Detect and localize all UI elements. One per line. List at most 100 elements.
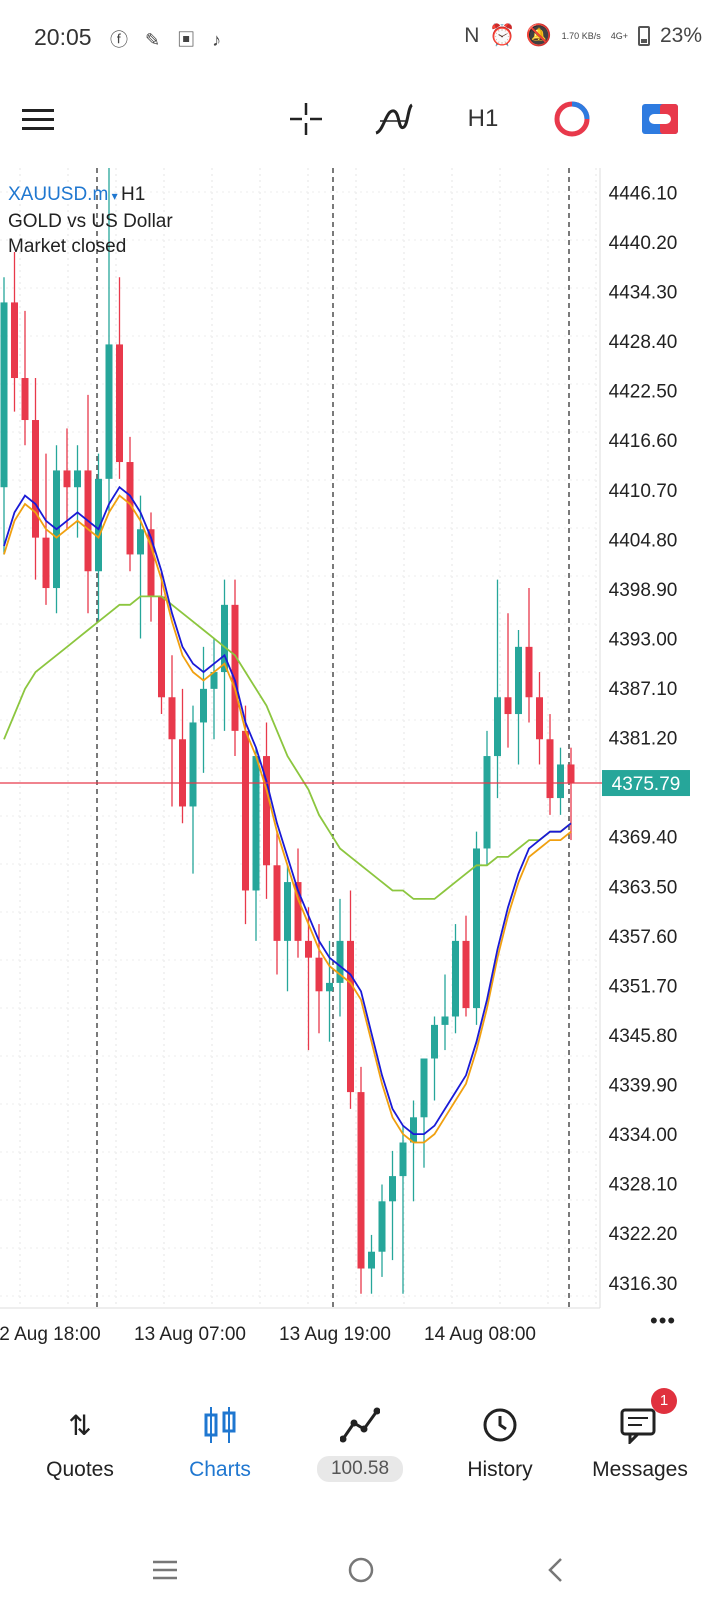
price-tick-label: 4393.00 <box>609 629 678 650</box>
nav-quotes[interactable]: ⇅ Quotes <box>15 1400 145 1500</box>
indicators-icon[interactable] <box>372 90 416 148</box>
candle-body <box>525 646 533 698</box>
candle-body <box>210 672 218 689</box>
candle-body <box>567 764 575 784</box>
candle-body <box>231 604 239 731</box>
candle-body <box>179 739 186 807</box>
messages-badge: 1 <box>651 1388 677 1414</box>
timeframe-label: H1 <box>467 105 499 132</box>
price-tick-label: 4422.50 <box>609 382 678 403</box>
candle-body <box>357 1092 365 1269</box>
candle-body <box>284 882 291 941</box>
nfc-icon: N <box>464 24 480 47</box>
candle-body <box>168 697 176 740</box>
price-tick-label: 4434.30 <box>609 282 678 303</box>
candle-body <box>158 596 165 698</box>
candle-body <box>315 957 323 992</box>
price-tick-label: 4387.10 <box>609 679 678 700</box>
charts-candles-icon <box>155 1400 285 1450</box>
candle-body <box>483 756 491 849</box>
price-tick-label: 4322.20 <box>609 1224 678 1245</box>
candle-body <box>42 537 50 589</box>
candle-body <box>347 940 354 1093</box>
quotes-arrows-icon: ⇅ <box>68 1409 92 1441</box>
candle-body <box>546 739 554 799</box>
candle-body <box>536 697 543 740</box>
crosshair-icon[interactable] <box>286 90 326 148</box>
chart-toolbar: H1 <box>0 90 720 148</box>
more-dots-icon[interactable]: ••• <box>650 1308 677 1333</box>
nav-trade-value: 100.58 <box>316 1456 404 1482</box>
price-chart[interactable]: 4375.79 4446.10 4440.20 4434.30 4428.40 4422.… <box>0 168 720 1378</box>
candle-body <box>63 470 71 488</box>
nav-trade[interactable]: 100.58 <box>295 1400 425 1500</box>
time-tick-label: 14 Aug 08:00 <box>424 1324 536 1345</box>
mute-icon: 🔕 <box>525 24 552 47</box>
candle-body <box>116 344 123 463</box>
price-tick-label: 4345.80 <box>609 1026 678 1047</box>
bottom-nav: ⇅ Quotes Charts 100.58 History 1 Message… <box>0 1388 720 1500</box>
candle-body <box>410 1117 417 1143</box>
candle-body <box>242 730 249 891</box>
alarm-icon: ⏰ <box>489 24 516 47</box>
candle-body <box>95 478 102 572</box>
price-tick-label: 4328.10 <box>609 1175 678 1196</box>
market-status: Market closed <box>8 236 127 257</box>
candle-body <box>137 529 144 555</box>
ma-fast-line <box>3 485 572 1135</box>
status-right: N ⏰ 🔕 1.70 KB/s 4G+ 23% <box>464 24 702 48</box>
nav-quotes-label: Quotes <box>46 1458 114 1481</box>
ma-long-line <box>3 595 572 900</box>
candle-body <box>389 1176 396 1202</box>
nav-charts[interactable]: Charts <box>155 1400 285 1500</box>
time-tick-label: 13 Aug 07:00 <box>134 1324 246 1345</box>
candle-body <box>273 865 281 941</box>
candle-body <box>431 1024 438 1059</box>
candle-body <box>21 378 29 421</box>
candle-body <box>105 344 113 479</box>
recents-icon[interactable] <box>140 1540 190 1600</box>
back-icon[interactable] <box>530 1540 580 1600</box>
ma-slow-line <box>3 494 572 1144</box>
price-tick-label: 4363.50 <box>609 877 678 898</box>
timeframe-button[interactable]: H1 <box>460 90 506 148</box>
price-tick-label: 4369.40 <box>609 828 678 849</box>
hamburger-icon[interactable] <box>18 90 58 148</box>
current-price-label: 4375.79 <box>612 774 681 795</box>
battery-icon <box>637 26 650 46</box>
price-tick-label: 4357.60 <box>609 927 678 948</box>
price-tick-label: 4334.00 <box>609 1125 678 1146</box>
nav-history-label: History <box>467 1458 533 1481</box>
candle-body <box>378 1201 386 1252</box>
candle-body <box>336 940 344 983</box>
candle-body <box>200 688 207 723</box>
price-tick-label: 4398.90 <box>609 580 678 601</box>
symbol-description: GOLD vs US Dollar <box>8 211 173 232</box>
price-tick-label: 4416.60 <box>609 431 678 452</box>
candle-body <box>126 462 134 555</box>
chart-timeframe: H1 <box>121 184 146 205</box>
chart-canvas[interactable]: 4375.79 4446.10 4440.20 4434.30 4428.40 4422.… <box>0 168 720 1378</box>
price-tick-label: 4446.10 <box>609 183 678 204</box>
price-tick-label: 4404.80 <box>609 530 678 551</box>
candle-body <box>420 1058 428 1118</box>
chart-objects-icon[interactable] <box>552 90 592 148</box>
trade-line-icon <box>295 1400 425 1450</box>
candle-body <box>11 302 18 379</box>
nav-history[interactable]: History <box>435 1400 565 1500</box>
home-icon[interactable] <box>336 1540 386 1600</box>
nav-messages-label: Messages <box>592 1458 688 1481</box>
candle-body <box>368 1251 375 1269</box>
one-click-trading-icon[interactable] <box>640 90 680 148</box>
symbol-name[interactable]: XAUUSD.m <box>8 184 109 205</box>
price-tick-label: 4381.20 <box>609 729 678 750</box>
price-tick-label: 4410.70 <box>609 481 678 502</box>
candle-body <box>294 882 302 941</box>
battery-percent: 23% <box>659 24 702 47</box>
time-tick-label: 13 Aug 19:00 <box>279 1324 391 1345</box>
chart-info: XAUUSD.m ▾ H1 GOLD vs US Dollar Market c… <box>8 184 173 257</box>
system-nav <box>0 1540 720 1600</box>
candle-body <box>32 420 39 538</box>
notification-icons: ⓕ ✎ ▣ ♪ <box>110 30 228 50</box>
nav-messages[interactable]: 1 Messages <box>575 1388 705 1500</box>
